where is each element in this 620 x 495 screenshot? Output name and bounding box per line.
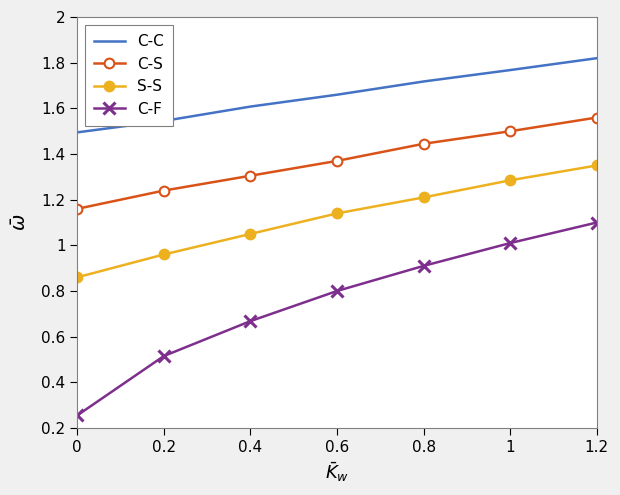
Y-axis label: $\bar{\omega}$: $\bar{\omega}$ xyxy=(11,214,30,231)
C-F xyxy=(507,240,514,246)
C-S xyxy=(334,158,341,164)
C-S xyxy=(74,206,81,212)
Line: C-C: C-C xyxy=(78,58,597,132)
C-S xyxy=(160,188,167,194)
C-C xyxy=(247,103,254,109)
C-F xyxy=(247,318,254,324)
C-F xyxy=(74,412,81,418)
S-S xyxy=(420,195,427,200)
S-S xyxy=(334,210,341,216)
Line: S-S: S-S xyxy=(73,160,601,282)
C-C xyxy=(334,92,341,98)
S-S xyxy=(593,162,601,168)
X-axis label: $\bar{K}_w$: $\bar{K}_w$ xyxy=(325,460,349,484)
C-C xyxy=(593,55,601,61)
C-S xyxy=(420,141,427,147)
C-S xyxy=(593,114,601,120)
C-C xyxy=(420,79,427,85)
C-C xyxy=(74,129,81,135)
S-S xyxy=(247,231,254,237)
C-S xyxy=(507,128,514,134)
Line: C-S: C-S xyxy=(73,113,601,214)
C-F xyxy=(160,353,167,359)
C-F xyxy=(593,220,601,226)
S-S xyxy=(507,177,514,183)
Legend: C-C, C-S, S-S, C-F: C-C, C-S, S-S, C-F xyxy=(85,25,173,126)
S-S xyxy=(74,274,81,280)
C-F xyxy=(420,263,427,269)
C-C xyxy=(160,118,167,124)
C-F xyxy=(334,288,341,294)
C-S xyxy=(247,173,254,179)
C-C xyxy=(507,67,514,73)
Line: C-F: C-F xyxy=(71,216,603,422)
S-S xyxy=(160,251,167,257)
